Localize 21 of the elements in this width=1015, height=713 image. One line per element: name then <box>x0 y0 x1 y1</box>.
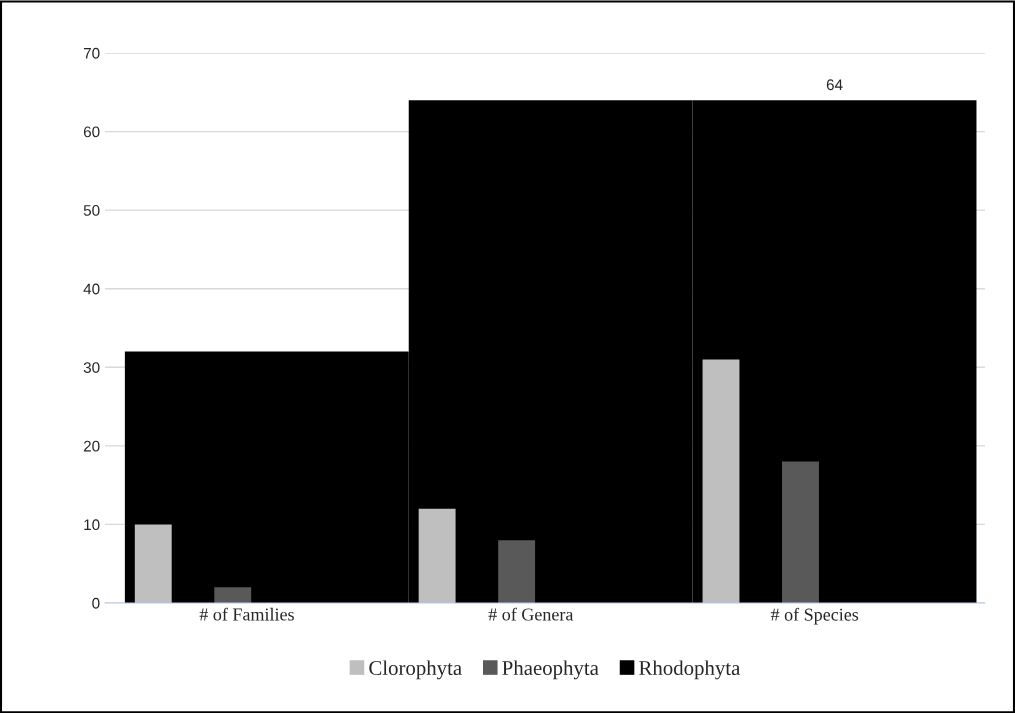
y-tick-label: 50 <box>83 205 100 216</box>
bar <box>782 461 819 603</box>
bar <box>702 359 740 603</box>
legend-label: Phaeophyta <box>502 660 599 680</box>
y-tick-label: 10 <box>84 519 100 531</box>
y-tick-label: 20 <box>83 440 100 452</box>
data-label: 64 <box>826 79 843 91</box>
legend-label: Rhodophyta <box>639 660 741 680</box>
y-tick-label: 40 <box>83 283 100 295</box>
bar <box>418 508 456 603</box>
bar <box>134 524 172 603</box>
x-tick-label: # of Species <box>770 607 859 625</box>
y-tick-label: 30 <box>83 362 100 373</box>
bar <box>498 540 536 603</box>
x-tick-label: # of Families <box>199 607 294 621</box>
y-tick-label: 60 <box>83 126 100 138</box>
x-tick-label: # of Genera <box>488 607 574 621</box>
y-tick-label: 0 <box>92 597 100 609</box>
legend-label: Clorophyta <box>369 660 462 680</box>
bar <box>214 587 252 603</box>
y-tick-label: 70 <box>83 47 100 59</box>
